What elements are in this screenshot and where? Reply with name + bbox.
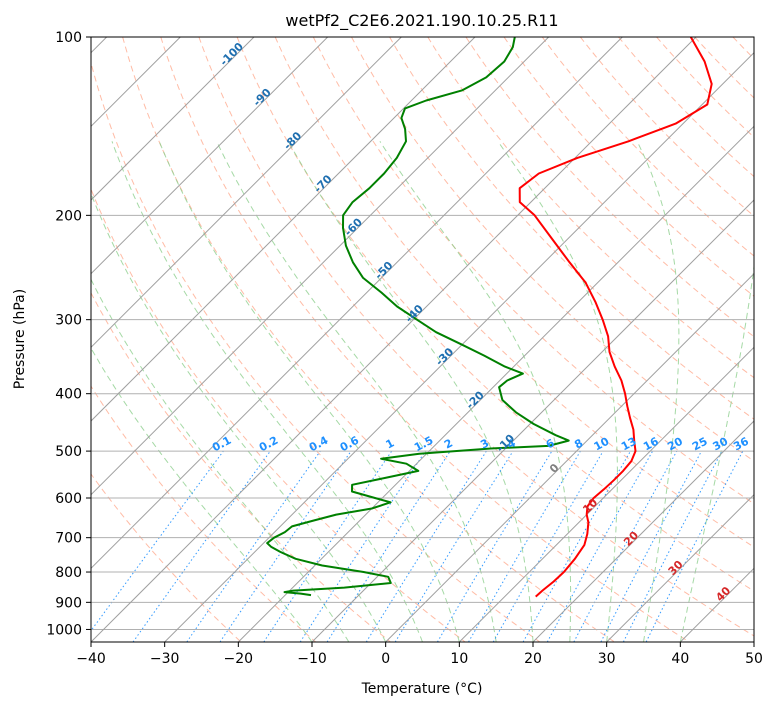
mixing-ratio-line (546, 450, 654, 642)
dry-adiabat-line (236, 37, 754, 592)
mixing-ratio-line (91, 450, 224, 632)
isotherm-gridline (91, 37, 329, 275)
y-tick-label: 800 (55, 565, 82, 581)
chart-title: wetPf2_C2E6.2021.190.10.25.R11 (285, 11, 558, 31)
dry-adiabat-line (427, 37, 754, 379)
y-tick-label: 200 (55, 208, 82, 224)
mixing-ratio-line (219, 450, 352, 642)
isotherm-gridline (606, 493, 754, 642)
mixing-ratio-line (186, 450, 321, 642)
dry-adiabat-line (91, 291, 391, 642)
isotherm-gridline (91, 37, 623, 570)
mixing-ratio-line (573, 450, 678, 642)
isotherm-gridline (237, 125, 754, 642)
isotherm-gridline (91, 37, 402, 349)
mixing-ratio-label: 10 (592, 435, 612, 454)
isotherm-gridline (91, 37, 697, 642)
mixing-ratio-label: 20 (665, 435, 685, 454)
x-tick-label: −10 (297, 651, 327, 667)
mixing-ratio-label: 16 (641, 435, 661, 454)
mixing-ratio-line (522, 450, 631, 642)
dry-adiabat-line (389, 37, 754, 420)
dry-adiabat-line (312, 37, 754, 505)
isotherm-gridline (164, 51, 754, 642)
dry-adiabat-line (351, 37, 754, 462)
mixing-ratio-label: 36 (731, 435, 751, 454)
x-axis-label: Temperature (°C) (361, 681, 483, 697)
temperature-profile-line (518, 37, 713, 598)
x-tick-label: 10 (450, 651, 468, 667)
mixing-ratio-label: 13 (619, 435, 639, 454)
y-tick-label: 500 (55, 444, 82, 460)
plot-frame (90, 36, 755, 643)
dry-adiabat-line (160, 37, 690, 642)
y-tick-label: 100 (55, 30, 82, 46)
y-tick-label: 700 (55, 531, 82, 547)
isotherm-gridline (385, 272, 754, 642)
dry-adiabat-line (274, 37, 754, 548)
mixing-ratio-label: 25 (690, 435, 710, 454)
x-tick-label: 30 (598, 651, 616, 667)
y-axis-label: Pressure (hPa) (12, 289, 28, 389)
mixing-ratio-label: 30 (711, 435, 731, 454)
mixing-ratio-line (132, 450, 271, 642)
x-tick-label: −30 (150, 651, 180, 667)
y-tick-label: 400 (55, 387, 82, 403)
dewpoint-profile-line (266, 37, 570, 597)
x-tick-label: −40 (76, 651, 106, 667)
isotherm-gridline (532, 420, 754, 642)
mixing-ratio-line (645, 450, 744, 642)
y-tick-label: 900 (55, 595, 82, 611)
dry-adiabat-line (122, 37, 615, 642)
x-tick-label: 0 (381, 651, 390, 667)
y-tick-label: 600 (55, 491, 82, 507)
mixing-ratio-line (394, 450, 514, 642)
x-tick-label: 20 (524, 651, 542, 667)
axes: −40 −30 −20 −10 0 10 20 30 40 50 100 200 300 400 500 60… (46, 30, 763, 667)
x-tick-label: 40 (671, 651, 689, 667)
y-tick-label: 300 (55, 313, 82, 329)
dry-adiabat-line (198, 37, 754, 637)
isotherm-gridline (91, 37, 476, 422)
x-tick-label: 50 (745, 651, 763, 667)
x-tick-label: −20 (224, 651, 254, 667)
dry-adiabat-line (541, 37, 754, 257)
isotherm-gridline (91, 37, 255, 201)
isotherm-gridline (91, 37, 550, 496)
y-tick-label: 1000 (46, 622, 82, 638)
mixing-ratio-line (299, 450, 426, 642)
dry-adiabat-line (91, 61, 541, 642)
mixing-ratio-line (326, 450, 451, 642)
isotherm-gridline (458, 346, 754, 642)
isotherm-gridline (311, 199, 754, 642)
